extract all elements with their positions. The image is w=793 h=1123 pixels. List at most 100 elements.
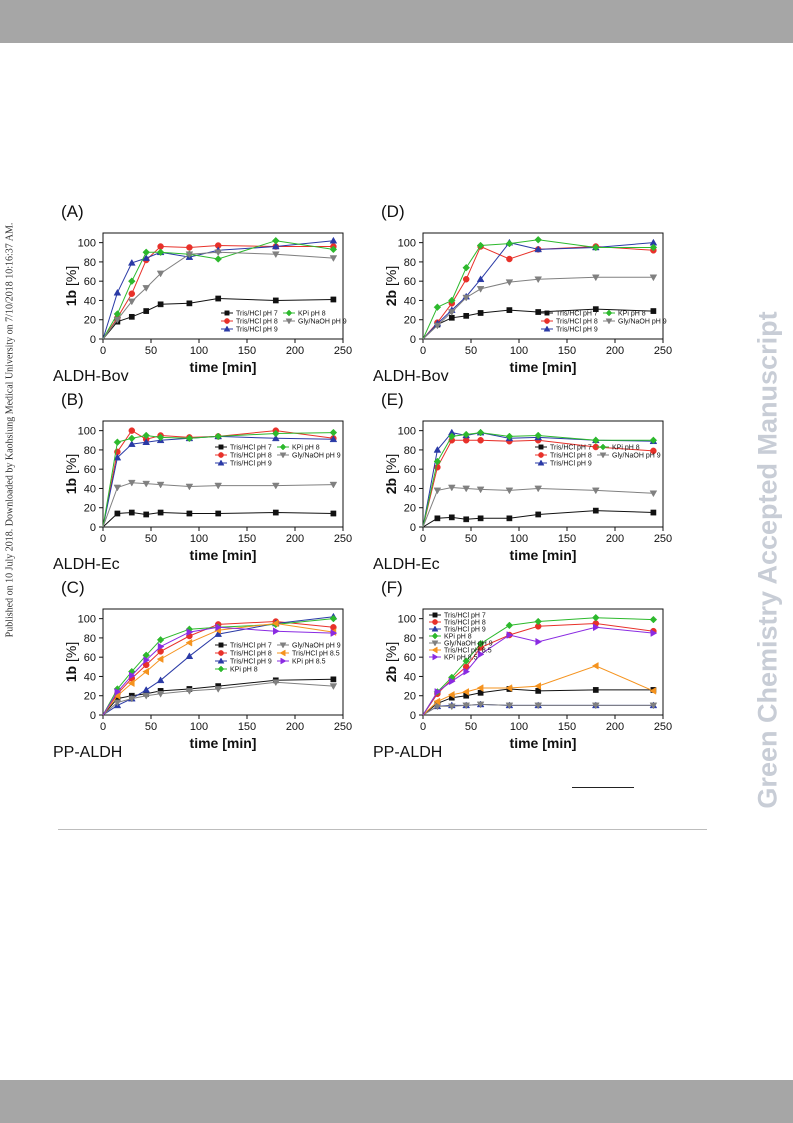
y-tick-label: 0 xyxy=(90,334,96,346)
data-point xyxy=(476,639,485,648)
data-point xyxy=(476,684,484,692)
data-point xyxy=(591,274,600,282)
data-point xyxy=(185,483,194,491)
data-point xyxy=(329,683,338,690)
legend-marker xyxy=(217,657,225,664)
watermark-text: Green Chemistry Accepted Manuscript xyxy=(752,311,783,809)
x-tick-label: 100 xyxy=(510,533,528,545)
y-axis-title-unit: [%] xyxy=(383,265,399,290)
x-tick-label: 150 xyxy=(238,533,256,545)
y-tick-label: 60 xyxy=(404,276,416,288)
chart-panel: 0 50 100 150 200 250 0 20 40 60 80 100 Tris/HCl pH 7… xyxy=(53,200,375,388)
data-point xyxy=(186,510,193,517)
y-axis-title: 1b [%] xyxy=(63,266,79,306)
data-point xyxy=(113,484,122,492)
y-axis-title-unit: [%] xyxy=(63,265,79,290)
legend-marker xyxy=(279,452,287,459)
data-point xyxy=(128,427,136,434)
data-point xyxy=(448,432,456,441)
legend-marker xyxy=(218,650,224,656)
data-point xyxy=(449,677,456,686)
data-point xyxy=(128,277,136,285)
x-tick-label: 150 xyxy=(558,533,576,545)
legend-marker xyxy=(432,612,438,618)
data-point xyxy=(506,515,513,522)
data-point xyxy=(534,702,543,710)
panel-label: (D) xyxy=(381,202,405,221)
data-point xyxy=(271,619,279,628)
data-point xyxy=(142,686,151,693)
data-point xyxy=(650,308,657,314)
data-point xyxy=(128,434,136,443)
enzyme-label: ALDH-Ec xyxy=(53,556,120,573)
enzyme-label: ALDH-Bov xyxy=(373,368,449,385)
legend-entry: Tris/HCl pH 9 xyxy=(556,327,598,334)
data-point xyxy=(156,270,165,278)
data-point xyxy=(113,699,122,707)
y-axis-title-compound: 2b xyxy=(383,477,399,495)
y-axis-title: 2b [%] xyxy=(383,454,399,494)
data-point xyxy=(505,239,514,248)
y-axis-title: 2b [%] xyxy=(383,266,399,306)
legend-entry: Tris/HCl pH 8 xyxy=(236,319,278,326)
chart-svg: 0 50 100 150 200 250 0 20 40 60 80 100 Tris/HCl pH 7… xyxy=(398,232,672,357)
data-point xyxy=(477,650,485,659)
series-line xyxy=(422,486,654,528)
x-tick-label: 50 xyxy=(465,721,477,733)
data-point xyxy=(462,276,470,283)
legend-entry: Tris/HCl pH 7 xyxy=(230,445,272,452)
data-point xyxy=(433,703,442,711)
x-tick-label: 100 xyxy=(510,345,528,357)
data-point xyxy=(128,509,135,516)
legend-entry: Tris/HCl pH 9 xyxy=(444,627,486,634)
legend-marker xyxy=(538,444,544,450)
legend-marker xyxy=(224,318,230,324)
data-point xyxy=(156,636,165,644)
data-point xyxy=(462,294,471,302)
legend-entry: KPi pH 8 xyxy=(292,445,320,452)
legend-marker xyxy=(431,646,438,654)
data-point xyxy=(433,303,442,311)
legend-entry: KPi pH 8.5 xyxy=(292,659,326,666)
x-tick-label: 50 xyxy=(145,721,157,733)
data-point xyxy=(476,486,485,494)
legend-marker xyxy=(217,665,225,673)
data-point xyxy=(330,296,337,303)
legend-entry: KPi pH 8 xyxy=(612,445,640,452)
legend-marker xyxy=(279,649,286,657)
data-point xyxy=(330,629,338,637)
y-tick-label: 20 xyxy=(404,503,416,515)
data-point xyxy=(462,702,471,710)
data-point xyxy=(505,487,514,495)
data-point xyxy=(477,515,484,522)
x-axis-title: time [min] xyxy=(189,359,257,375)
legend-marker xyxy=(544,318,550,324)
y-tick-label: 40 xyxy=(84,483,96,495)
data-point xyxy=(649,687,657,695)
x-tick-label: 200 xyxy=(606,345,624,357)
data-point xyxy=(113,438,122,446)
series-line xyxy=(102,251,334,340)
legend-entry: Gly/NaOH pH 9 xyxy=(292,643,341,650)
y-axis-title-compound: 1b xyxy=(63,665,79,683)
legend-marker xyxy=(280,657,287,665)
data-point xyxy=(142,254,151,261)
legend-marker xyxy=(538,452,544,458)
y-axis-title-compound: 2b xyxy=(383,289,399,307)
data-point xyxy=(127,679,135,688)
legend-marker xyxy=(279,642,287,649)
x-tick-label: 250 xyxy=(654,345,672,357)
x-tick-label: 150 xyxy=(238,345,256,357)
data-point xyxy=(142,480,151,488)
data-point xyxy=(127,440,136,447)
x-tick-label: 50 xyxy=(145,533,157,545)
legend-entry: Tris/HCl pH 7 xyxy=(550,445,592,452)
data-point xyxy=(157,301,164,308)
legend-entry: Gly/NaOH pH 9 xyxy=(612,453,661,460)
legend-marker xyxy=(279,443,287,451)
data-point xyxy=(329,435,338,443)
data-point xyxy=(271,679,280,687)
x-tick-label: 50 xyxy=(465,533,477,545)
enzyme-label: ALDH-Bov xyxy=(53,368,129,385)
data-point xyxy=(433,446,442,453)
